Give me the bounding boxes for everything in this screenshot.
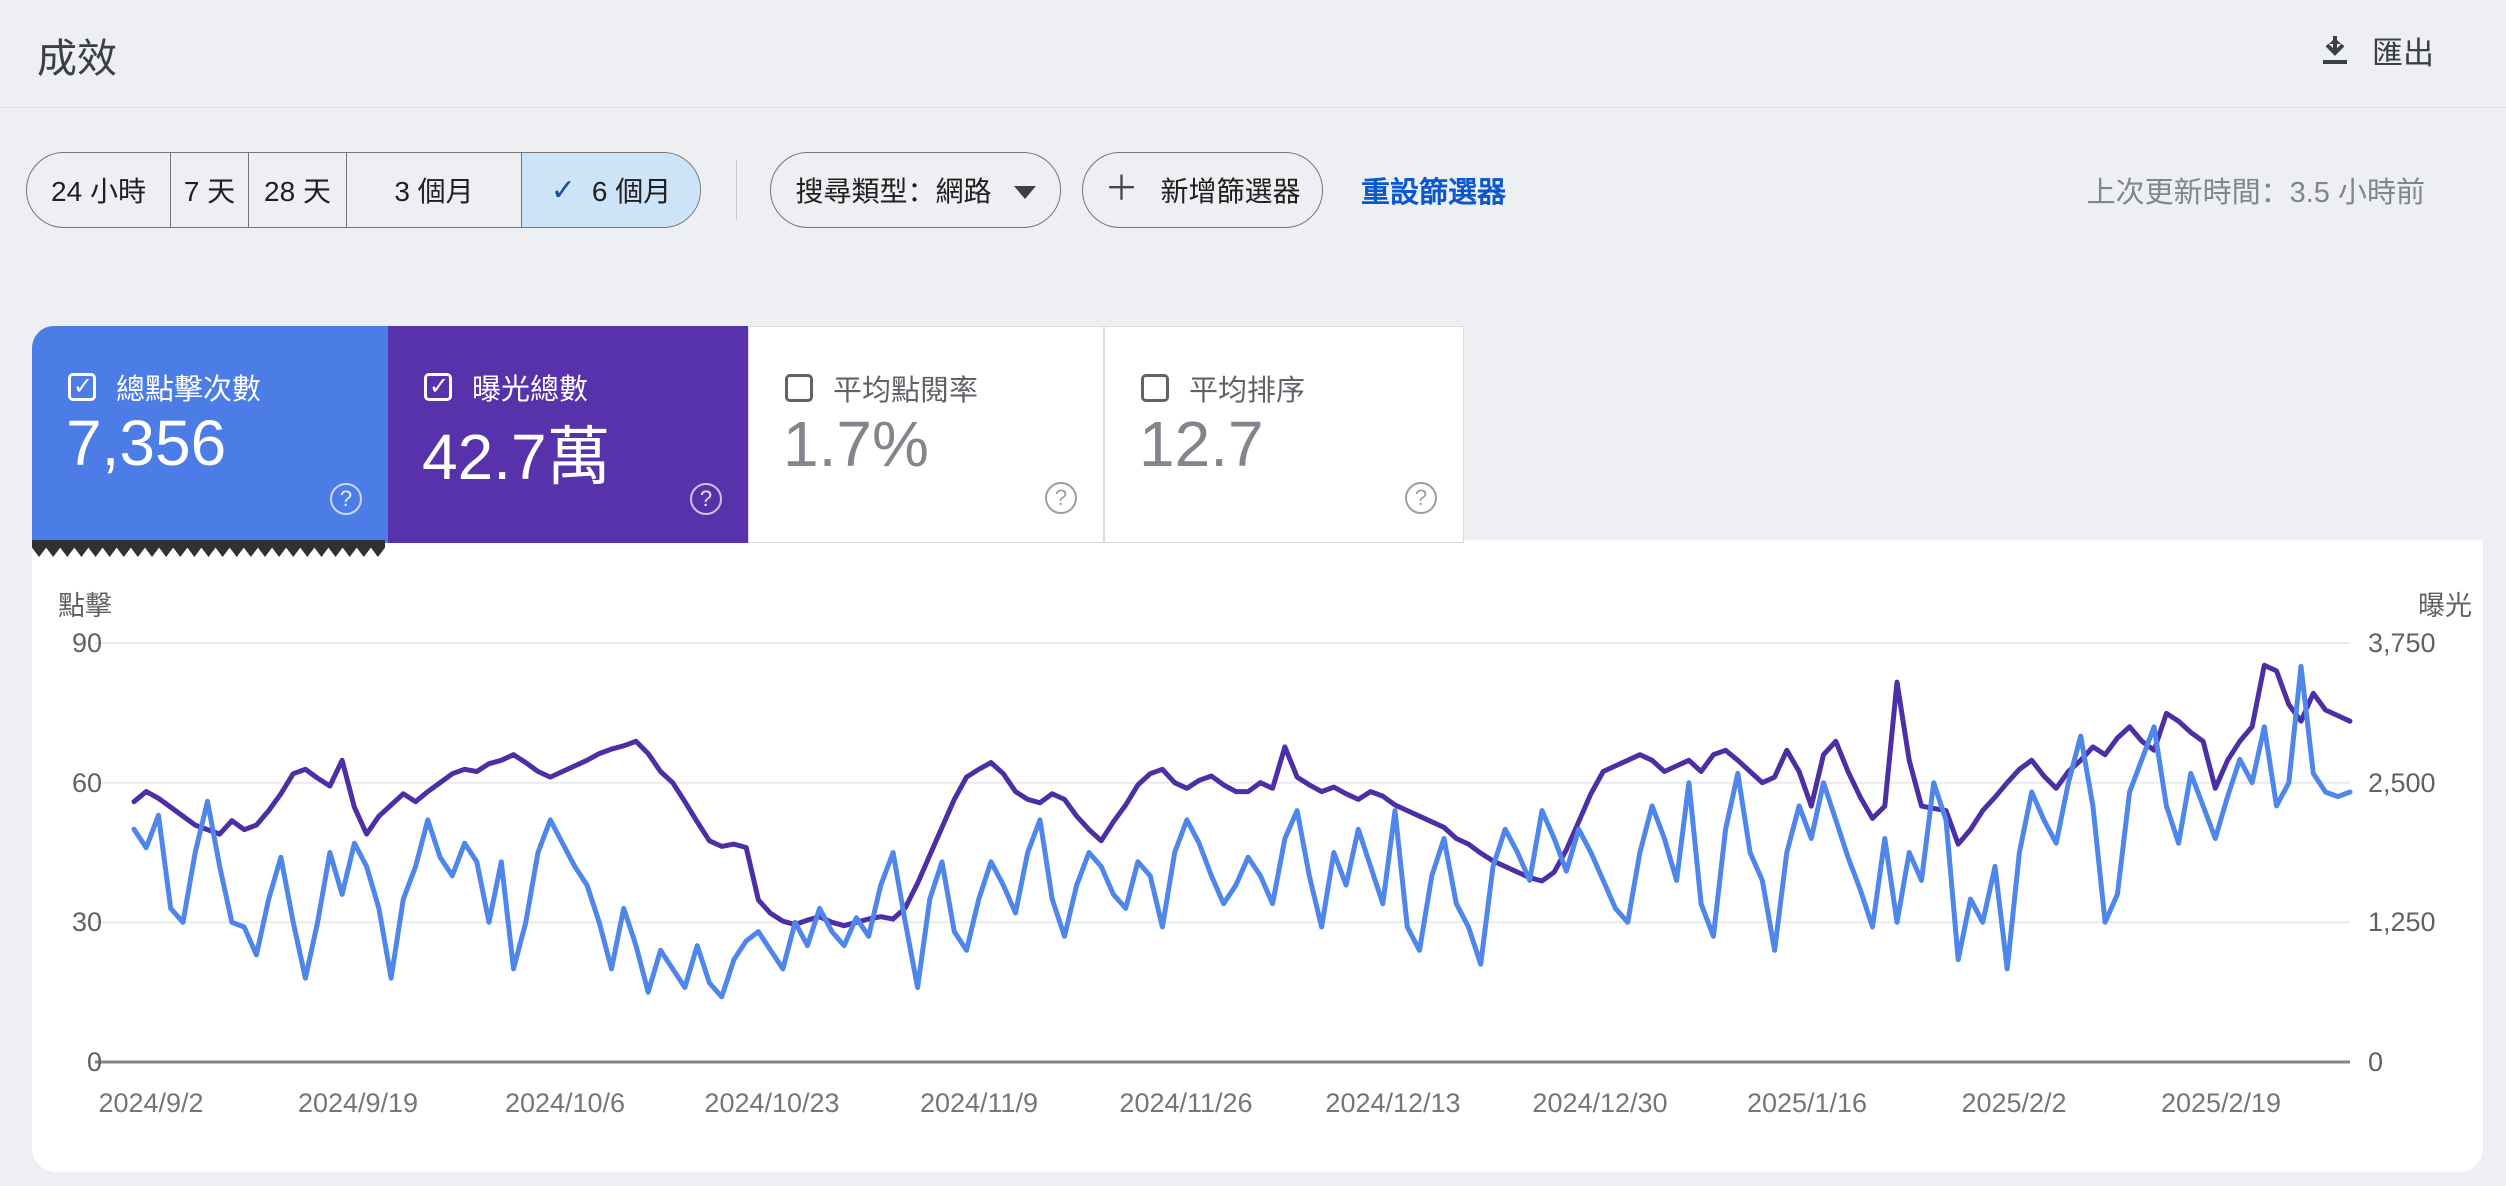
x-tick: 2024/10/23 <box>704 1088 840 1118</box>
metric-value: 7,356 <box>66 407 227 479</box>
checkbox-checked-icon[interactable] <box>68 372 96 401</box>
add-filter-label: 新增篩選器 <box>1160 176 1301 207</box>
x-tick: 2024/9/19 <box>297 1088 419 1118</box>
y-tick: 3,750 <box>2368 628 2436 658</box>
x-tick: 2025/1/16 <box>1746 1088 1868 1118</box>
metric-label: 曝光總數 <box>472 374 589 406</box>
search-type-label: 搜尋類型：網路 <box>795 176 992 207</box>
download-icon <box>2318 33 2352 67</box>
help-icon[interactable] <box>1405 482 1437 514</box>
page-title: 成效 <box>37 37 117 81</box>
x-tick: 2025/2/19 <box>2160 1088 2282 1118</box>
date-range-6m-selected[interactable]: ✓ 6 個月 <box>522 153 700 227</box>
x-tick: 2024/9/2 <box>98 1088 204 1118</box>
toolbar-divider <box>736 160 737 220</box>
help-icon[interactable] <box>330 483 362 515</box>
date-range-label: 3 個月 <box>394 176 474 207</box>
date-range-label: 6 個月 <box>591 176 672 207</box>
header-divider <box>0 107 2506 108</box>
date-range-28d[interactable]: 28 天 <box>249 153 347 227</box>
check-icon: ✓ <box>550 173 576 207</box>
metric-card-clicks[interactable]: 總點擊次數 7,356 <box>32 326 388 543</box>
x-tick: 2024/11/26 <box>1119 1088 1253 1118</box>
metric-value: 42.7萬 <box>422 421 611 493</box>
checkbox-checked-icon[interactable] <box>424 372 452 401</box>
x-tick: 2024/10/6 <box>504 1088 626 1118</box>
y-tick: 90 <box>71 628 102 658</box>
y-tick: 2,500 <box>2368 768 2436 798</box>
metric-card-position[interactable]: 平均排序 12.7 <box>1104 326 1464 543</box>
y-tick: 60 <box>71 768 102 798</box>
date-range-label: 28 天 <box>264 176 331 207</box>
metric-card-ctr[interactable]: 平均點閱率 1.7% <box>748 326 1104 543</box>
metric-label: 平均點閱率 <box>833 375 979 407</box>
search-type-chip[interactable]: 搜尋類型：網路 <box>770 152 1061 228</box>
metric-value: 12.7 <box>1139 408 1264 480</box>
help-icon[interactable] <box>1045 482 1077 514</box>
left-axis-title: 點擊 <box>58 591 112 621</box>
last-updated-text: 上次更新時間：3.5 小時前 <box>2086 177 2425 209</box>
plus-icon: ＋ <box>1104 169 1139 208</box>
clicks-line <box>131 663 2353 1000</box>
x-tick: 2024/12/13 <box>1325 1088 1461 1118</box>
date-range-group: 24 小時 7 天 28 天 3 個月 ✓ 6 個月 <box>26 152 701 228</box>
x-tick: 2025/2/2 <box>1961 1088 2067 1118</box>
checkbox-unchecked-icon[interactable] <box>785 374 813 402</box>
date-range-24h[interactable]: 24 小時 <box>27 153 171 227</box>
performance-chart[interactable] <box>32 540 2483 1172</box>
date-range-3m[interactable]: 3 個月 <box>347 153 522 227</box>
checkbox-unchecked-icon[interactable] <box>1141 374 1169 402</box>
date-range-7d[interactable]: 7 天 <box>171 153 249 227</box>
x-tick: 2024/11/9 <box>919 1088 1039 1118</box>
help-icon[interactable] <box>690 483 722 515</box>
date-range-label: 7 天 <box>183 176 236 207</box>
chart-panel: 點擊 曝光 90 60 30 0 3,750 2,500 1,250 0 202… <box>32 540 2483 1172</box>
metric-label: 總點擊次數 <box>116 374 262 406</box>
y-tick: 0 <box>86 1047 102 1077</box>
impressions-line <box>131 662 2353 929</box>
y-tick: 0 <box>2368 1047 2384 1077</box>
right-axis-title: 曝光 <box>2418 591 2472 621</box>
reset-filters-link[interactable]: 重設篩選器 <box>1361 177 1507 209</box>
date-range-label: 24 小時 <box>51 176 146 207</box>
export-label: 匯出 <box>2372 35 2434 71</box>
y-tick: 30 <box>71 907 102 937</box>
metric-card-impressions[interactable]: 曝光總數 42.7萬 <box>388 326 748 543</box>
x-tick: 2024/12/30 <box>1532 1088 1668 1118</box>
export-button[interactable]: 匯出 <box>2318 24 2434 76</box>
add-filter-chip[interactable]: ＋ 新增篩選器 <box>1082 152 1323 228</box>
y-tick: 1,250 <box>2368 907 2436 937</box>
metric-value: 1.7% <box>783 408 929 480</box>
chevron-down-icon <box>1013 185 1036 199</box>
metric-label: 平均排序 <box>1189 375 1306 407</box>
